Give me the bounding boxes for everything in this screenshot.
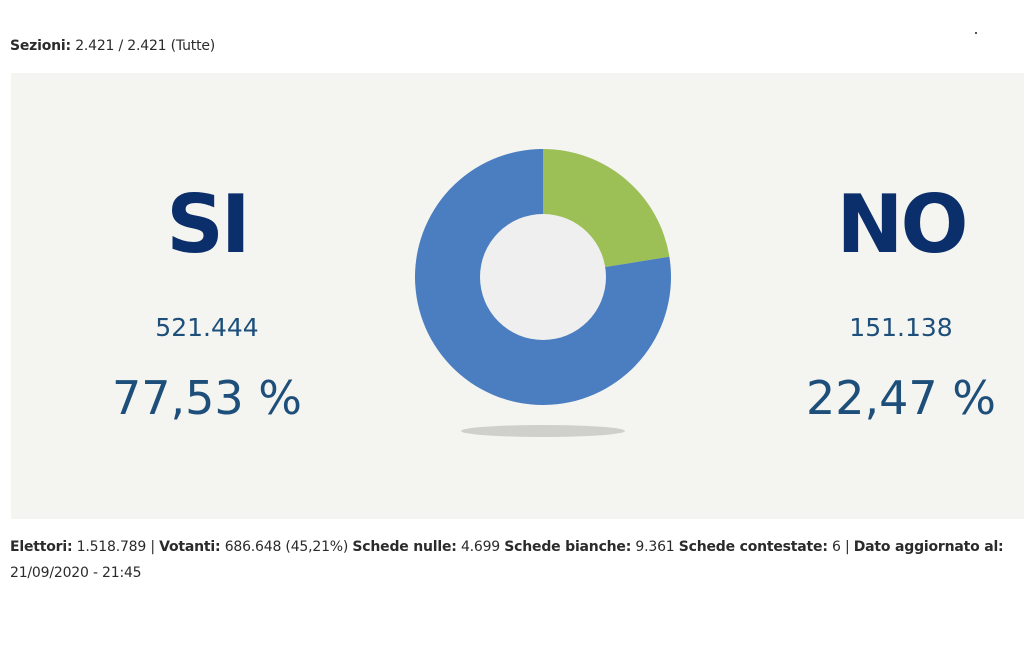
bianche-value: 9.361 — [635, 539, 675, 555]
contestate-value: 6 | — [832, 539, 850, 555]
si-votes: 521.444 — [155, 313, 259, 342]
contestate-label: Schede contestate: — [678, 539, 828, 555]
decorative-dot — [975, 32, 977, 34]
nulle-value: 4.699 — [460, 539, 501, 555]
elettori-value: 1.518.789 | — [76, 539, 155, 555]
sezioni-info: Sezioni: 2.421 / 2.421 (Tutte) — [10, 38, 215, 54]
no-label: NO — [836, 178, 969, 271]
donut-hole — [480, 214, 606, 340]
no-percent: 22,47 % — [805, 371, 997, 425]
nulle-label: Schede nulle: — [352, 539, 457, 555]
aggiornato-label: Dato aggiornato al: — [853, 539, 1004, 555]
bianche-label: Schede bianche: — [504, 539, 632, 555]
footer-stats: Elettori: 1.518.789 | Votanti: 686.648 (… — [10, 534, 1020, 586]
si-label: SI — [166, 178, 250, 271]
results-panel: SI 521.444 77,53 % NO 151.138 22,47 % — [11, 73, 1024, 519]
sezioni-label: Sezioni: — [10, 38, 71, 54]
aggiornato-value: 21/09/2020 - 21:45 — [10, 565, 142, 581]
votanti-value: 686.648 (45,21%) — [224, 539, 349, 555]
votanti-label: Votanti: — [159, 539, 221, 555]
donut-shadow — [461, 425, 625, 437]
sezioni-value: 2.421 / 2.421 (Tutte) — [75, 38, 216, 54]
donut-chart — [415, 149, 671, 437]
no-votes: 151.138 — [849, 313, 953, 342]
si-percent: 77,53 % — [111, 371, 303, 425]
elettori-label: Elettori: — [10, 539, 73, 555]
